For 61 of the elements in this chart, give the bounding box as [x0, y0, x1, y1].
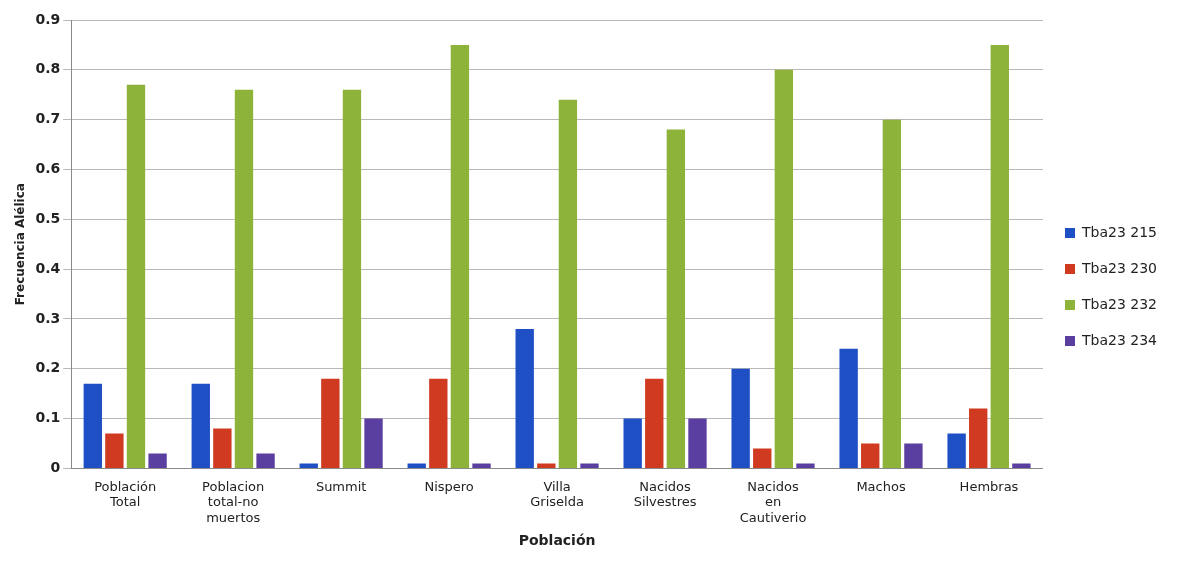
bar	[580, 463, 599, 468]
x-tick-label: Nispero	[424, 478, 474, 494]
x-tick-label: Machos	[856, 478, 906, 494]
y-tick-label: 0	[50, 459, 61, 476]
bar	[947, 433, 966, 468]
bar	[105, 433, 124, 468]
bar	[299, 463, 318, 468]
bar	[1012, 463, 1031, 468]
legend-label: Tba23 230	[1081, 259, 1158, 276]
bar	[213, 428, 232, 468]
bar	[450, 44, 470, 468]
bar	[321, 378, 340, 468]
bar	[429, 378, 448, 468]
bar	[623, 418, 642, 468]
bar	[191, 383, 210, 468]
y-tick-label: 0.8	[35, 60, 61, 77]
bar	[731, 368, 750, 468]
legend-label: Tba23 232	[1081, 295, 1158, 312]
x-tick-label: Nacidos Silvestres	[633, 478, 697, 510]
y-tick-label: 0.6	[35, 160, 61, 177]
bar	[666, 129, 686, 468]
bar	[861, 443, 880, 468]
y-tick-label: 0.4	[35, 259, 61, 276]
y-tick-label: 0.3	[35, 309, 61, 326]
legend-label: Tba23 215	[1081, 223, 1158, 240]
bar	[364, 418, 383, 468]
bar	[753, 448, 772, 468]
x-tick-label: Nacidos en Cautiverio	[739, 478, 807, 525]
bar	[148, 453, 167, 468]
bar	[904, 443, 923, 468]
y-tick-label: 0.2	[35, 359, 61, 376]
x-tick-label: Summit	[315, 478, 367, 494]
legend-label: Tba23 234	[1081, 331, 1158, 348]
x-tick-label: Hembras	[959, 478, 1019, 494]
x-tick-label: Villa Griselda	[530, 478, 584, 510]
bar	[796, 463, 815, 468]
bar	[126, 84, 146, 468]
bar	[537, 463, 556, 468]
x-tick-label: Población Total	[94, 478, 157, 510]
bar	[558, 99, 578, 468]
bar	[882, 119, 902, 468]
bar	[256, 453, 275, 468]
bar	[969, 408, 988, 468]
bar	[407, 463, 426, 468]
bar	[234, 89, 254, 468]
bar	[774, 69, 794, 468]
bar	[83, 383, 102, 468]
x-tick-label: Poblacion total-no muertos	[202, 478, 265, 525]
y-axis-title: Frecuencia Alélica	[13, 183, 28, 306]
bar	[990, 44, 1009, 468]
y-tick-label: 0.1	[35, 409, 61, 426]
bar	[839, 348, 858, 468]
bar	[688, 418, 707, 468]
bar	[645, 378, 664, 468]
bar	[342, 89, 362, 468]
y-tick-label: 0.5	[35, 209, 61, 226]
bar	[515, 328, 534, 468]
y-tick-label: 0.7	[35, 110, 61, 127]
bar	[472, 463, 491, 468]
x-axis-title: Población	[518, 532, 596, 549]
y-tick-label: 0.9	[35, 10, 61, 27]
